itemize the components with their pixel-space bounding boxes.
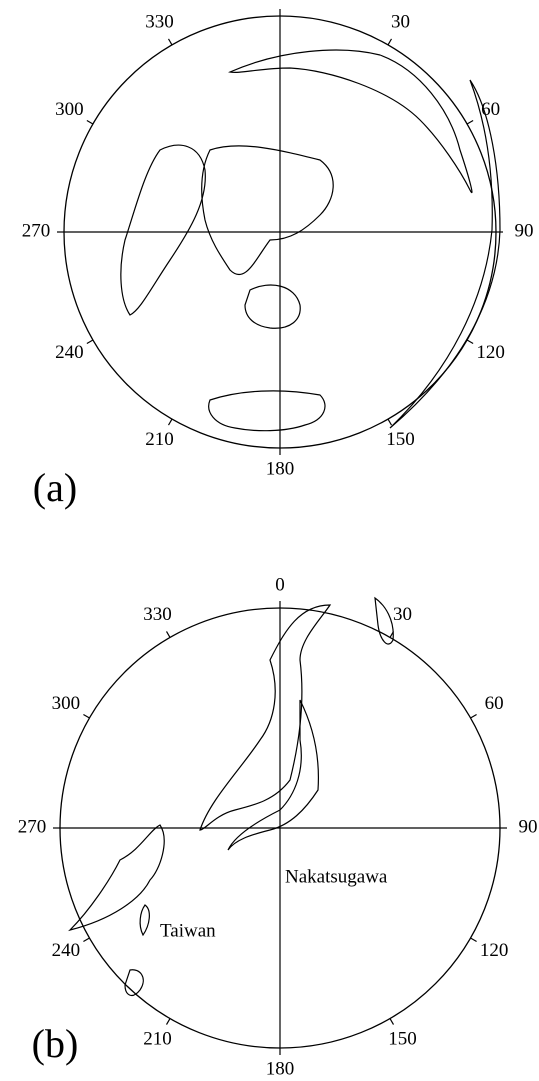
azimuth-label: 240 [52,940,81,961]
azimuth-label: 120 [480,940,509,961]
azimuth-tick [167,418,173,426]
azimuth-label: 0 [275,0,285,3]
azimuth-tick [83,937,90,943]
azimuth-label: 60 [485,693,504,714]
azimuth-label: 150 [388,1029,417,1050]
azimuth-tick [387,418,393,426]
azimuth-label: 330 [145,12,174,33]
azimuth-tick [86,119,94,125]
azimuth-label: 30 [391,12,410,33]
azimuth-label: 240 [55,342,84,363]
azimuth-tick [165,1018,171,1025]
azimuth-label: 330 [143,604,172,625]
azimuth-label: 60 [481,99,500,120]
azimuth-label: 90 [515,220,534,241]
azimuth-tick [86,339,94,345]
azimuth-tick [389,631,395,638]
azimuth-label: 90 [519,816,538,837]
azimuth-tick [466,119,474,125]
azimuth-tick [387,38,393,46]
azimuth-label: 300 [55,99,84,120]
azimuth-label: 300 [52,693,81,714]
place-label: Taiwan [160,920,216,941]
azimuth-tick [466,339,474,345]
azimuth-label: 180 [266,1058,295,1079]
place-label: Nakatsugawa [285,866,388,887]
azimuth-label: 270 [18,816,47,837]
azimuth-tick [165,631,171,638]
azimuth-label: 150 [386,429,415,450]
azimuth-tick [470,937,477,943]
azimuth-label: 0 [275,574,285,595]
panel-label: (b) [32,1021,79,1066]
azimuth-tick [470,713,477,719]
coastlines-b [68,596,394,997]
panel-label: (a) [33,465,77,510]
azimuth-label: 210 [143,1029,172,1050]
azimuth-tick [167,38,173,46]
azimuth-label: 30 [393,604,412,625]
azimuth-tick [83,713,90,719]
azimuth-label: 180 [266,458,295,479]
azimuth-label: 210 [145,429,174,450]
azimuth-tick [389,1018,395,1025]
azimuth-label: 270 [22,220,51,241]
azimuth-label: 120 [476,342,505,363]
